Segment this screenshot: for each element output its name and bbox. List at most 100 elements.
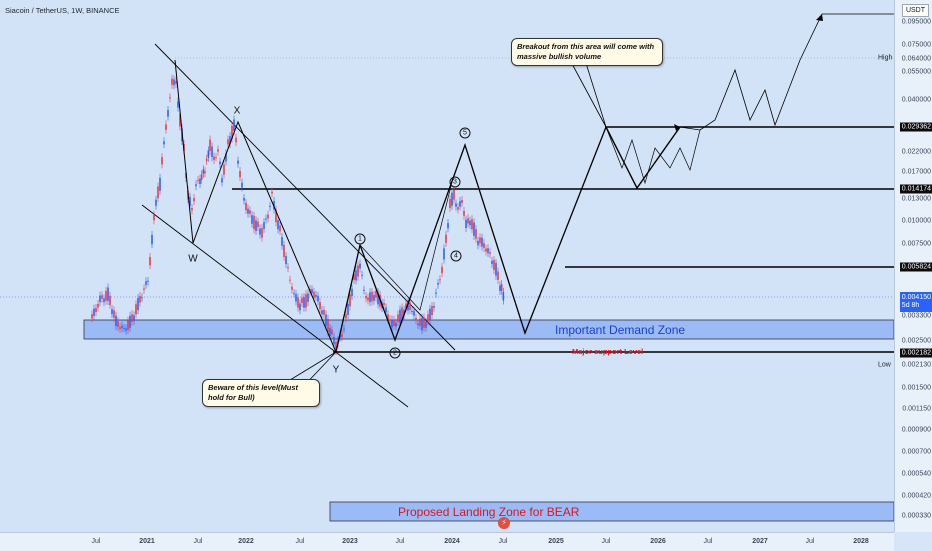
candle-body xyxy=(267,214,269,219)
impulse-inner xyxy=(359,144,466,311)
time-tick-label: 2025 xyxy=(548,538,564,545)
candle-body xyxy=(211,146,213,158)
candle-body xyxy=(473,222,475,236)
candle-body xyxy=(281,237,283,246)
candle-body xyxy=(135,304,137,315)
arrow-head-2 xyxy=(816,14,823,21)
candle-body xyxy=(463,210,465,216)
price-tick-label: 0.000700 xyxy=(901,448,931,456)
breakout-note: Breakout from this area will come with m… xyxy=(517,42,655,61)
price-badge-0005824: 0.005824 xyxy=(899,262,932,272)
candle-body xyxy=(143,288,145,290)
wxy-path xyxy=(174,59,337,353)
time-axis[interactable]: Jul 2021 Jul 2022 Jul 2023 Jul 2024 Jul 2025 Jul 20… xyxy=(0,532,894,551)
candle-body xyxy=(299,303,301,311)
candle-body xyxy=(147,280,149,282)
candle-body xyxy=(495,262,497,276)
candle-body xyxy=(205,158,208,162)
price-tick-label: 0.001500 xyxy=(901,384,931,392)
chart-area[interactable]: Siacoin / TetherUS, 1W, BINANCE Breakout… xyxy=(0,0,894,532)
candle-body xyxy=(123,328,125,330)
lightning-icon[interactable]: ⚡ xyxy=(498,517,510,529)
candle-body xyxy=(279,225,281,232)
candle-body xyxy=(315,294,317,297)
breakout-pointer xyxy=(569,59,607,128)
candle-body xyxy=(435,292,437,294)
candle-body xyxy=(283,244,285,257)
candle-body xyxy=(415,317,417,321)
wave-1-label: 1 xyxy=(354,233,366,245)
time-tick-label: 2023 xyxy=(342,538,358,545)
candle-body xyxy=(101,295,103,299)
time-tick-label: Jul xyxy=(498,538,508,545)
candle-body xyxy=(207,150,210,158)
symbol-header[interactable]: Siacoin / TetherUS, 1W, BINANCE xyxy=(5,6,120,15)
breakout-callout: Breakout from this area will come with m… xyxy=(511,38,663,66)
time-tick-label: Jul xyxy=(295,538,305,545)
candle-body xyxy=(331,329,333,335)
candle-body xyxy=(109,295,111,305)
candle-body xyxy=(351,288,353,296)
candle-body xyxy=(237,160,239,164)
currency-selector[interactable]: USDT xyxy=(901,4,929,17)
candle-body xyxy=(455,203,457,207)
candle-body xyxy=(253,215,255,230)
price-chart[interactable] xyxy=(0,0,894,532)
candle-body xyxy=(125,328,127,331)
candle-body xyxy=(189,196,191,206)
candle-body xyxy=(419,318,421,326)
candle-body xyxy=(407,301,409,311)
candle-body xyxy=(475,229,477,239)
price-axis[interactable]: USDT 0.095000 0.075000 0.064000 0.055000 0.0… xyxy=(894,0,932,532)
candle-body xyxy=(215,157,217,159)
candle-body xyxy=(409,302,411,310)
candle-body xyxy=(459,201,461,207)
candle-body xyxy=(197,179,199,181)
candle-body xyxy=(500,284,503,291)
candle-body xyxy=(169,97,171,99)
candle-body xyxy=(341,333,343,338)
candle-body xyxy=(167,109,169,117)
candle-body xyxy=(243,197,245,201)
time-tick-label: Jul xyxy=(193,538,203,545)
candle-body xyxy=(269,205,271,207)
candle-body xyxy=(91,314,93,319)
time-tick-label: 2027 xyxy=(752,538,768,545)
wave-x-label: X xyxy=(233,105,241,117)
candle-body xyxy=(321,310,323,315)
candle-body xyxy=(137,297,139,311)
candle-body xyxy=(233,119,235,131)
time-tick-label: Jul xyxy=(601,538,611,545)
candle-body xyxy=(333,337,335,345)
candle-body xyxy=(411,310,413,312)
candle-body xyxy=(313,291,315,299)
time-tick-label: Jul xyxy=(395,538,405,545)
candle-body xyxy=(305,294,307,308)
candle-body xyxy=(325,314,327,326)
candle-body xyxy=(293,293,295,295)
candle-body xyxy=(429,308,431,321)
candle-body xyxy=(335,341,337,351)
price-tick-label: 0.095000 xyxy=(901,18,931,26)
candle-body xyxy=(401,307,403,320)
beware-pointer xyxy=(289,351,337,381)
price-tick-label: 0.007500 xyxy=(901,240,931,248)
channel-lower xyxy=(141,204,409,408)
candle-body xyxy=(303,297,305,308)
candle-body xyxy=(177,101,179,108)
candle-body xyxy=(449,199,451,208)
candle-body xyxy=(251,215,253,224)
candle-body xyxy=(493,259,495,270)
candle-body xyxy=(427,314,429,322)
candle-body xyxy=(385,307,387,313)
price-tick-label: 0.000330 xyxy=(901,512,931,520)
candle-body xyxy=(249,210,251,214)
candle-body xyxy=(159,177,161,191)
candle-body xyxy=(163,141,165,145)
time-tick-label: 2026 xyxy=(650,538,666,545)
candle-body xyxy=(297,297,299,308)
candle-body xyxy=(103,298,105,303)
candle-body xyxy=(149,256,151,266)
candle-body xyxy=(271,191,273,194)
candle-body xyxy=(403,309,405,316)
